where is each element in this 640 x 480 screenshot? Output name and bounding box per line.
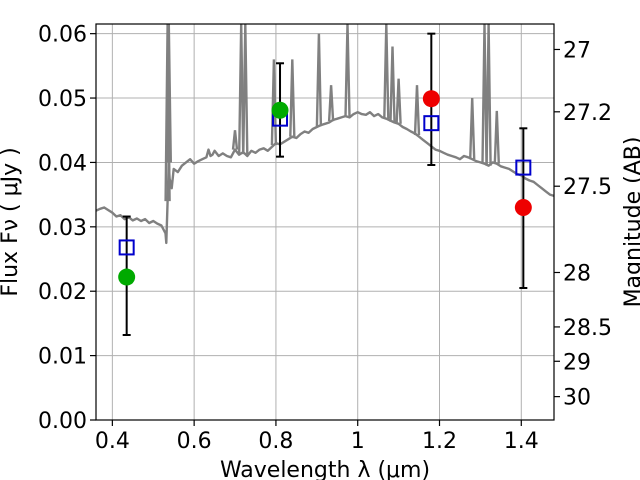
x-tick-label: 1.4 (504, 429, 539, 454)
y2-tick-label: 30 (563, 386, 591, 411)
model-photometry-square (515, 159, 532, 176)
axes-frame (95, 23, 555, 421)
emission-line (270, 59, 278, 146)
plot-area (96, 24, 554, 245)
x-tick-label: 0.8 (258, 429, 293, 454)
y-tick-label: 0.01 (38, 345, 87, 370)
detection-point (118, 268, 136, 286)
x-tick-label: 1 (351, 429, 365, 454)
y-tick-label: 0.03 (38, 216, 87, 241)
y2-axis-ticks: 27 27.2 27.5 28 28.5 29 30 (554, 38, 612, 411)
emission-line (315, 33, 323, 127)
emission-line (395, 78, 402, 124)
emission-line (469, 97, 476, 160)
emission-line (389, 46, 396, 122)
error-bars (122, 32, 528, 337)
detection-point (422, 90, 440, 108)
grid-lines (96, 24, 554, 421)
y-tick-label: 0.06 (38, 23, 87, 48)
data-points (118, 90, 532, 286)
detection-point (514, 199, 532, 217)
y-axis-ticks: 0.00 0.01 0.02 0.03 0.04 0.05 0.06 (38, 23, 96, 434)
detection-point (271, 101, 289, 119)
y2-axis-label: Magnitude (AB) (621, 137, 640, 308)
emission-line (238, 24, 245, 154)
y2-tick-label: 28.5 (563, 316, 612, 341)
x-tick-label: 1.2 (422, 429, 457, 454)
y-tick-label: 0.00 (38, 409, 87, 434)
emission-line (289, 59, 296, 137)
y2-tick-label: 27.2 (563, 101, 612, 126)
emission-line (413, 85, 421, 136)
emission-line (242, 24, 249, 155)
emission-line (327, 85, 335, 122)
y2-tick-label: 28 (563, 261, 591, 286)
emission-line (481, 24, 488, 164)
x-tick-label: 0.4 (95, 429, 130, 454)
model-photometry-square (423, 115, 440, 132)
x-tick-label: 0.6 (177, 429, 212, 454)
emission-line (383, 24, 390, 119)
emission-line (493, 110, 500, 164)
x-axis-label: Wavelength λ (μm) (220, 458, 430, 480)
model-photometry-square (118, 239, 135, 256)
y-tick-label: 0.04 (38, 151, 87, 176)
emission-line (231, 130, 239, 150)
emission-line (485, 24, 492, 166)
y-tick-label: 0.05 (38, 87, 87, 112)
y2-tick-label: 29 (563, 350, 591, 375)
y2-tick-label: 27 (563, 38, 591, 63)
x-axis-ticks: 0.4 0.6 0.8 1 1.2 1.4 (95, 420, 539, 454)
emission-line (165, 24, 172, 163)
y-axis-label: Flux Fν ( μJy ) (0, 147, 23, 296)
y2-tick-label: 27.5 (563, 175, 612, 200)
emission-line (344, 24, 351, 117)
y-tick-label: 0.02 (38, 280, 87, 305)
